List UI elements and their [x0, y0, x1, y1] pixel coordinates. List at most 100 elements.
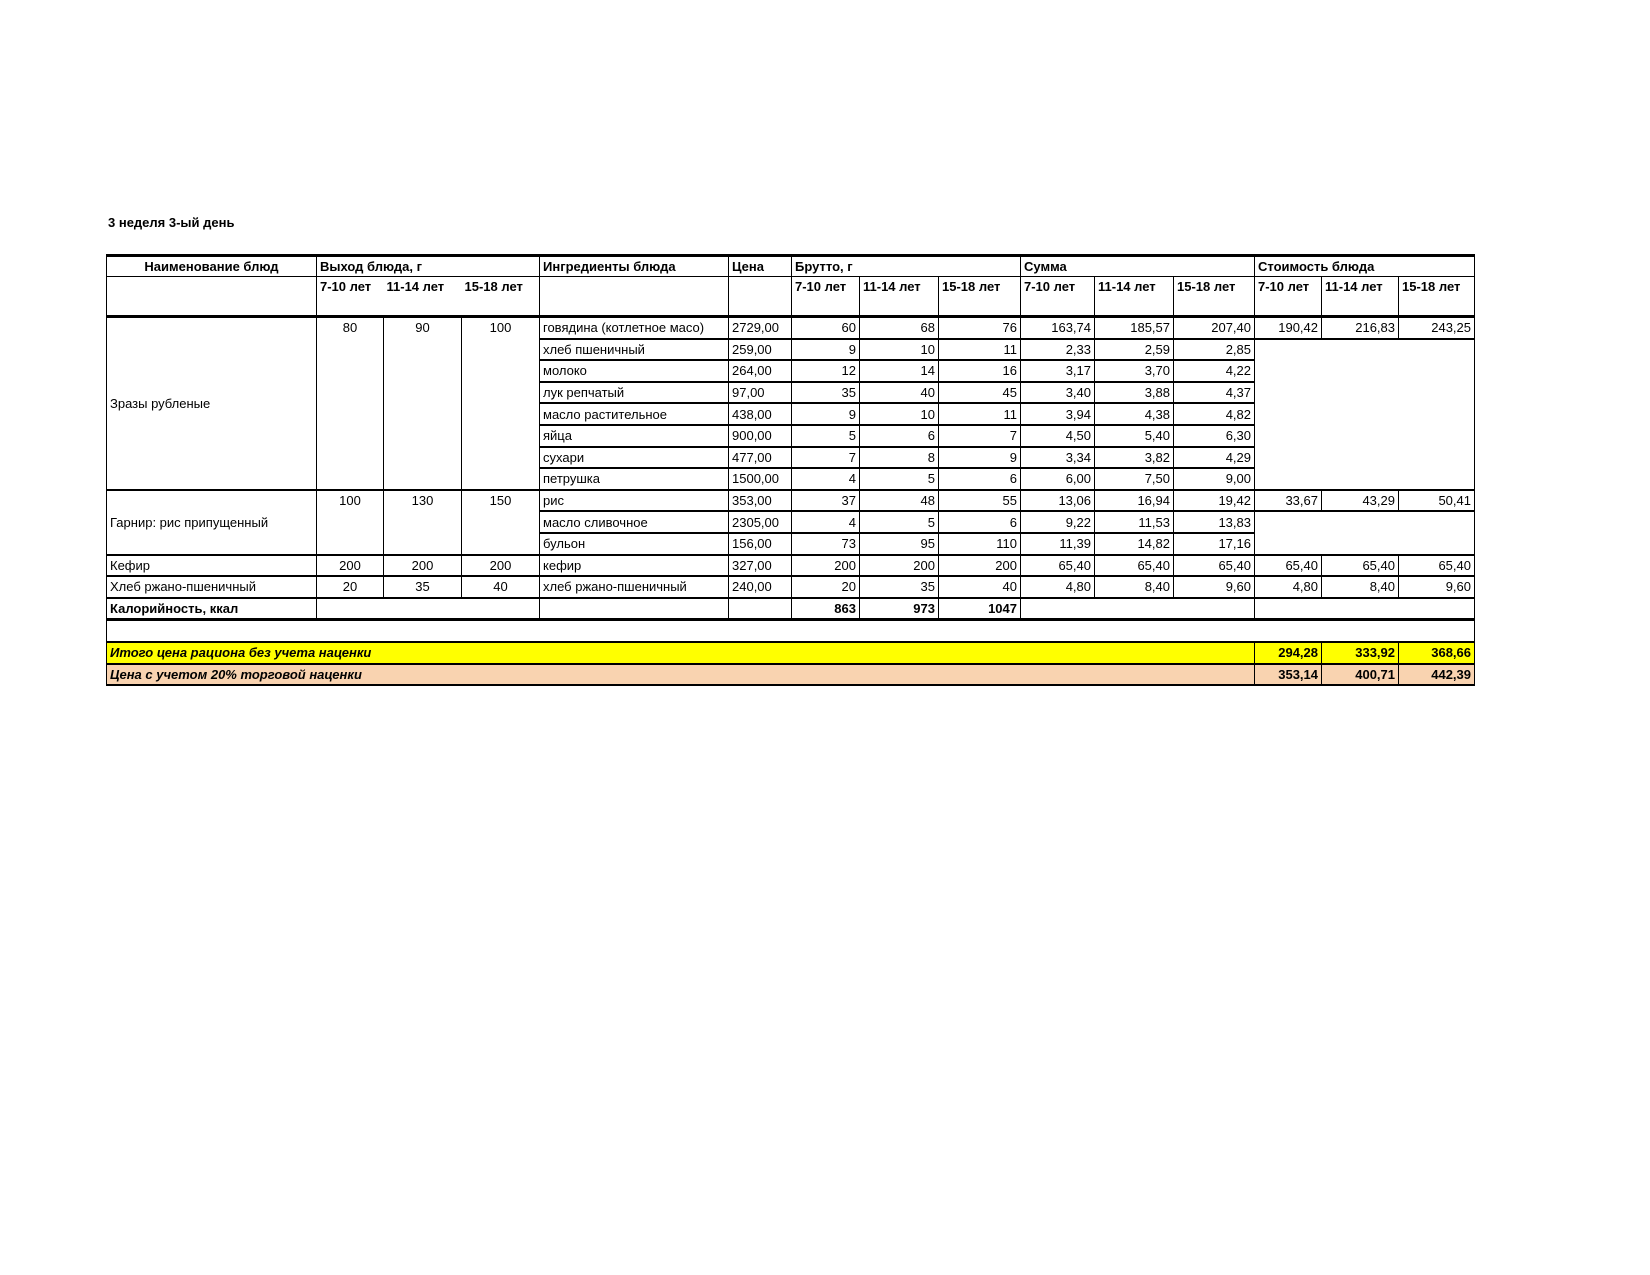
- table-row: масло сливочное 2305,00 4 5 6 9,22 11,53 13,83: [107, 510, 1475, 556]
- brutto-value: 9: [791, 402, 860, 426]
- sum-value: 11,53: [1094, 510, 1174, 534]
- dish-yield: 20: [316, 575, 384, 599]
- ingredient-name: лук репчатый: [539, 380, 729, 404]
- brutto-value: 110: [938, 531, 1021, 556]
- empty-cell: [106, 276, 317, 318]
- brutto-value: 14: [859, 359, 939, 383]
- brutto-value: 200: [859, 553, 939, 577]
- empty-cell: [1254, 596, 1475, 622]
- sum-age-1: 7-10 лет: [1020, 276, 1095, 318]
- ingredient-price: 353,00: [728, 488, 792, 512]
- total-row: Итого цена рациона без учета наценки 294,…: [106, 640, 1475, 664]
- markup-value: 442,39: [1398, 662, 1475, 687]
- sum-value: 4,38: [1094, 402, 1174, 426]
- sum-value: 3,40: [1020, 380, 1095, 404]
- header-brutto: Брутто, г: [791, 254, 1021, 277]
- header-row: Наименование блюд Выход блюда, г Ингреди…: [106, 254, 1475, 277]
- brutto-value: 200: [938, 553, 1021, 577]
- ingredient-name: хлеб ржано-пшеничный: [539, 575, 729, 599]
- sum-value: 7,50: [1094, 467, 1174, 491]
- empty-cell: [539, 276, 729, 318]
- ingredient-price: 240,00: [728, 575, 792, 599]
- ingredient-price: 97,00: [728, 380, 792, 404]
- brutto-age-2: 11-14 лет: [859, 276, 939, 318]
- brutto-value: 6: [938, 467, 1021, 491]
- cost-age-1: 7-10 лет: [1254, 276, 1322, 318]
- calories-row: Калорийность, ккал 863 973 1047: [106, 596, 1475, 622]
- dish-cost: 65,40: [1254, 553, 1322, 577]
- brutto-value: 4: [791, 510, 860, 534]
- dish-cost: 33,67: [1254, 488, 1322, 512]
- ingredient-price: 264,00: [728, 359, 792, 383]
- dish-name: Кефир: [106, 553, 317, 577]
- sum-value: 16,94: [1094, 488, 1174, 512]
- dish-yield: 35: [383, 575, 462, 599]
- sum-value: 4,80: [1020, 575, 1095, 599]
- dish-yield: 100: [461, 315, 540, 491]
- brutto-value: 40: [859, 380, 939, 404]
- sum-value: 5,40: [1094, 423, 1174, 448]
- table-row: Кефир 200 200 200 кефир 327,00 200 200 200 65,40 6…: [106, 553, 1475, 577]
- calories-value: 973: [859, 596, 939, 622]
- cost-age-2: 11-14 лет: [1321, 276, 1399, 318]
- dish-yield: 200: [383, 553, 462, 577]
- sum-value: 9,00: [1173, 467, 1255, 491]
- ingredient-name: масло сливочное: [539, 510, 729, 534]
- markup-label: Цена с учетом 20% торговой наценки: [106, 662, 1255, 687]
- dish-cost: 65,40: [1398, 553, 1475, 577]
- dish-yield: 200: [316, 553, 384, 577]
- ingredient-price: 900,00: [728, 423, 792, 448]
- empty-cost-cell: [1254, 337, 1475, 491]
- yield-age-2: 11-14 лет: [383, 276, 462, 318]
- brutto-value: 200: [791, 553, 860, 577]
- sum-value: 4,50: [1020, 423, 1095, 448]
- table-row: Гарнир: рис припущенный 100 130 150 рис 353,0…: [106, 488, 1475, 556]
- ingredient-price: 327,00: [728, 553, 792, 577]
- sum-value: 9,60: [1173, 575, 1255, 599]
- sum-value: 2,33: [1020, 337, 1095, 361]
- dish-yield: 100: [316, 488, 384, 556]
- sum-age-3: 15-18 лет: [1173, 276, 1255, 318]
- sum-value: 13,83: [1173, 510, 1255, 534]
- sum-value: 2,85: [1173, 337, 1255, 361]
- dish-cost: 8,40: [1321, 575, 1399, 599]
- dish-cost: 43,29: [1321, 488, 1399, 512]
- yield-age-1: 7-10 лет: [316, 276, 384, 318]
- sum-value: 13,06: [1020, 488, 1095, 512]
- brutto-value: 6: [859, 423, 939, 448]
- brutto-value: 48: [859, 488, 939, 512]
- sum-value: 2,59: [1094, 337, 1174, 361]
- brutto-value: 6: [938, 510, 1021, 534]
- brutto-value: 35: [859, 575, 939, 599]
- total-value: 333,92: [1321, 640, 1399, 664]
- brutto-value: 9: [938, 445, 1021, 469]
- ingredient-name: рис: [539, 488, 729, 512]
- sum-value: 3,70: [1094, 359, 1174, 383]
- sum-value: 4,29: [1173, 445, 1255, 469]
- total-label: Итого цена рациона без учета наценки: [106, 640, 1255, 664]
- calories-value: 863: [791, 596, 860, 622]
- dish-name: Хлеб ржано-пшеничный: [106, 575, 317, 599]
- empty-cell: [316, 596, 540, 622]
- ingredient-price: 2305,00: [728, 510, 792, 534]
- table-row: сухари 477,00 7 8 9 3,34 3,82 4,29: [107, 445, 1475, 469]
- dish-yield: 40: [461, 575, 540, 599]
- dish-cost: 243,25: [1398, 315, 1475, 340]
- dish-cost: 50,41: [1398, 488, 1475, 512]
- header-price: Цена: [728, 254, 792, 277]
- calories-label: Калорийность, ккал: [106, 596, 317, 622]
- ingredient-name: молоко: [539, 359, 729, 383]
- menu-table: Наименование блюд Выход блюда, г Ингреди…: [106, 254, 1475, 687]
- sum-value: 19,42: [1173, 488, 1255, 512]
- sum-value: 6,00: [1020, 467, 1095, 491]
- sum-value: 3,94: [1020, 402, 1095, 426]
- header-yield: Выход блюда, г: [316, 254, 540, 277]
- brutto-value: 76: [938, 315, 1021, 340]
- table-row: Хлеб ржано-пшеничный 20 35 40 хлеб ржано-пше…: [106, 575, 1475, 599]
- dish-cost: 9,60: [1398, 575, 1475, 599]
- calories-value: 1047: [938, 596, 1021, 622]
- brutto-value: 5: [791, 423, 860, 448]
- ingredient-name: яйца: [539, 423, 729, 448]
- sum-value: 14,82: [1094, 531, 1174, 556]
- sum-value: 11,39: [1020, 531, 1095, 556]
